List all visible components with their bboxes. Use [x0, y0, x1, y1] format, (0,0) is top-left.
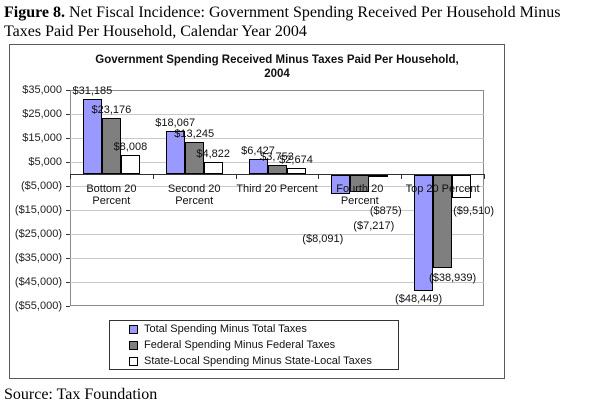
chart-legend: Total Spending Minus Total Taxes Federal … — [109, 320, 399, 370]
bar — [165, 130, 185, 174]
y-gridline — [70, 162, 484, 163]
bar-value-label: ($48,449) — [395, 293, 443, 305]
category-axis-line — [70, 174, 484, 175]
bar-value-label: ($875) — [369, 205, 402, 217]
y-axis-tick-mark — [66, 162, 70, 163]
y-gridline — [70, 234, 484, 235]
y-axis-tick-mark — [66, 282, 70, 283]
figure-caption-label: Figure 8. — [4, 4, 66, 21]
y-axis-tick-mark — [66, 258, 70, 259]
bar — [203, 162, 223, 174]
bar-value-label: $8,008 — [113, 140, 148, 153]
y-axis-tick-label: ($35,000) — [14, 252, 62, 264]
figure-caption-text: Net Fiscal Incidence: Government Spendin… — [4, 4, 561, 40]
y-axis-tick-mark — [66, 306, 70, 307]
y-axis-tick-label: ($25,000) — [14, 228, 62, 240]
bar-value-label: $18,067 — [155, 116, 196, 129]
legend-item: State-Local Spending Minus State-Local T… — [129, 355, 398, 368]
bar-value-label: $6,427 — [241, 144, 275, 157]
bar — [414, 175, 434, 292]
bar-value-label: $2,674 — [279, 153, 313, 166]
y-axis-tick-label: ($55,000) — [14, 300, 62, 312]
y-axis-tick-mark — [66, 90, 70, 91]
bar-value-label: ($9,510) — [453, 205, 495, 217]
bar — [369, 175, 389, 178]
plot-area — [70, 90, 484, 306]
legend-label: Total Spending Minus Total Taxes — [144, 323, 307, 335]
category-label: Top 20 Percent — [405, 183, 480, 195]
y-axis-tick-mark — [66, 114, 70, 115]
bar-value-label: $3,753 — [260, 150, 294, 163]
bar-value-label: $23,176 — [91, 104, 132, 117]
y-axis-tick-mark — [66, 234, 70, 235]
category-axis-tick — [70, 174, 71, 179]
category-axis-tick — [152, 174, 154, 179]
bar — [267, 164, 287, 174]
y-gridline — [70, 114, 484, 115]
y-gridline — [70, 210, 484, 211]
legend-swatch-icon — [129, 340, 138, 350]
source-note: Source: Tax Foundation — [4, 386, 158, 403]
bar-value-label: $4,822 — [196, 148, 231, 161]
bar — [286, 167, 306, 174]
legend-swatch-icon — [129, 356, 138, 366]
bar — [433, 175, 453, 269]
legend-item: Total Spending Minus Total Taxes — [129, 323, 398, 336]
legend-label: Federal Spending Minus Federal Taxes — [144, 339, 336, 351]
bar-value-label: ($8,091) — [302, 233, 344, 245]
bar — [452, 175, 472, 198]
y-axis-tick-label: $25,000 — [22, 108, 62, 120]
category-axis-tick — [401, 174, 403, 179]
y-axis-tick-label: ($5,000) — [21, 180, 62, 192]
chart-box: Government Spending Received Minus Taxes… — [9, 44, 505, 379]
bar — [101, 118, 121, 174]
bar-value-label: ($7,217) — [353, 220, 395, 232]
bar — [184, 142, 204, 174]
y-gridline — [70, 258, 484, 259]
y-axis-tick-label: ($45,000) — [14, 276, 62, 288]
bar-value-label: ($38,939) — [429, 272, 477, 284]
bar-value-label: $31,185 — [72, 85, 113, 98]
y-gridline — [70, 282, 484, 283]
y-axis-tick-mark — [66, 210, 70, 211]
legend-label: State-Local Spending Minus State-Local T… — [144, 355, 372, 367]
bar — [331, 175, 351, 195]
category-label: Second 20 Percent — [167, 183, 221, 207]
figure-caption: Figure 8. Net Fiscal Incidence: Governme… — [4, 3, 596, 41]
bar — [120, 154, 140, 174]
y-axis-tick-label: ($15,000) — [14, 204, 62, 216]
legend-item: Federal Spending Minus Federal Taxes — [129, 339, 398, 352]
category-label: Bottom 20 Percent — [86, 183, 137, 207]
category-axis-tick — [484, 174, 485, 179]
chart-title-line1: Government Spending Received Minus Taxes… — [95, 54, 459, 66]
bar — [248, 158, 268, 174]
y-axis-tick-label: $15,000 — [22, 132, 62, 144]
bar — [82, 99, 102, 174]
y-axis-tick-mark — [66, 186, 70, 187]
bar-value-label: $13,245 — [174, 128, 215, 141]
y-axis-tick-label: $5,000 — [28, 156, 62, 168]
y-axis-tick-label: $35,000 — [22, 84, 62, 96]
category-axis-tick — [235, 174, 237, 179]
category-axis-tick — [318, 174, 320, 179]
bar — [350, 175, 370, 193]
y-axis-tick-mark — [66, 138, 70, 139]
legend-swatch-icon — [129, 324, 138, 334]
category-label: Fourth 20 Percent — [336, 183, 384, 207]
category-label: Third 20 Percent — [236, 183, 318, 195]
y-gridline — [70, 138, 484, 139]
y-gridline — [70, 186, 484, 187]
chart-title-line2: 2004 — [264, 68, 290, 80]
